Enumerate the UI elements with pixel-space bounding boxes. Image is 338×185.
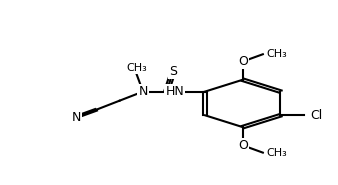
Text: S: S [169, 65, 177, 78]
Text: N: N [138, 85, 148, 98]
Text: CH₃: CH₃ [126, 63, 147, 73]
Text: Cl: Cl [311, 109, 323, 122]
Text: HN: HN [166, 85, 184, 98]
Text: CH₃: CH₃ [266, 49, 287, 59]
Text: CH₃: CH₃ [266, 148, 287, 158]
Text: O: O [238, 55, 248, 68]
Text: O: O [238, 139, 248, 152]
Text: N: N [71, 111, 81, 124]
